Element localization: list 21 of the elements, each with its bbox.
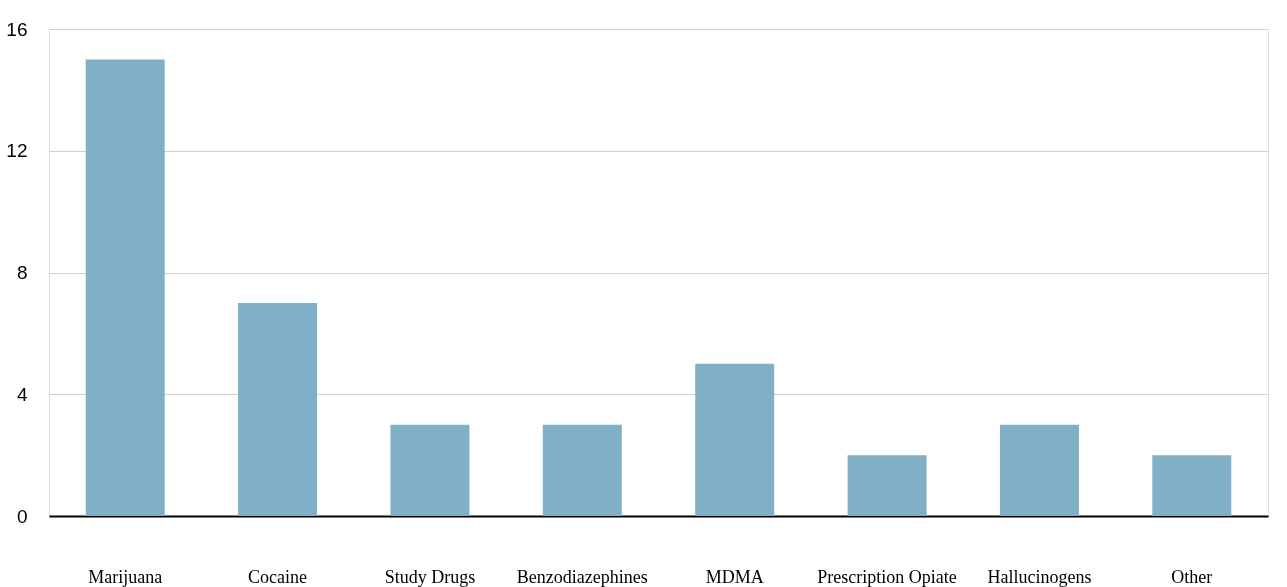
bar (390, 424, 470, 516)
x-tick-label: Prescription Opiate (817, 566, 957, 587)
bar (238, 302, 318, 516)
bar (999, 424, 1079, 516)
x-tick-label: MDMA (705, 566, 764, 587)
y-tick-label: 8 (16, 262, 28, 283)
x-tick-label: Study Drugs (384, 566, 476, 587)
bar (695, 363, 775, 516)
x-tick-label: Hallucinogens (987, 566, 1092, 587)
x-tick-label: Cocaine (248, 566, 308, 587)
y-tick-label: 4 (16, 383, 28, 405)
x-tick-label: Benzodiazephines (516, 566, 648, 587)
y-tick-label: 16 (6, 18, 28, 40)
y-tick-label: 0 (16, 505, 28, 527)
bar (1152, 455, 1232, 516)
y-tick-label: 12 (6, 140, 28, 162)
bar (85, 59, 165, 516)
x-tick-label: Marijuana (88, 566, 163, 587)
bar (542, 424, 622, 516)
bar (847, 455, 927, 516)
x-tick-label: Other (1171, 566, 1213, 587)
